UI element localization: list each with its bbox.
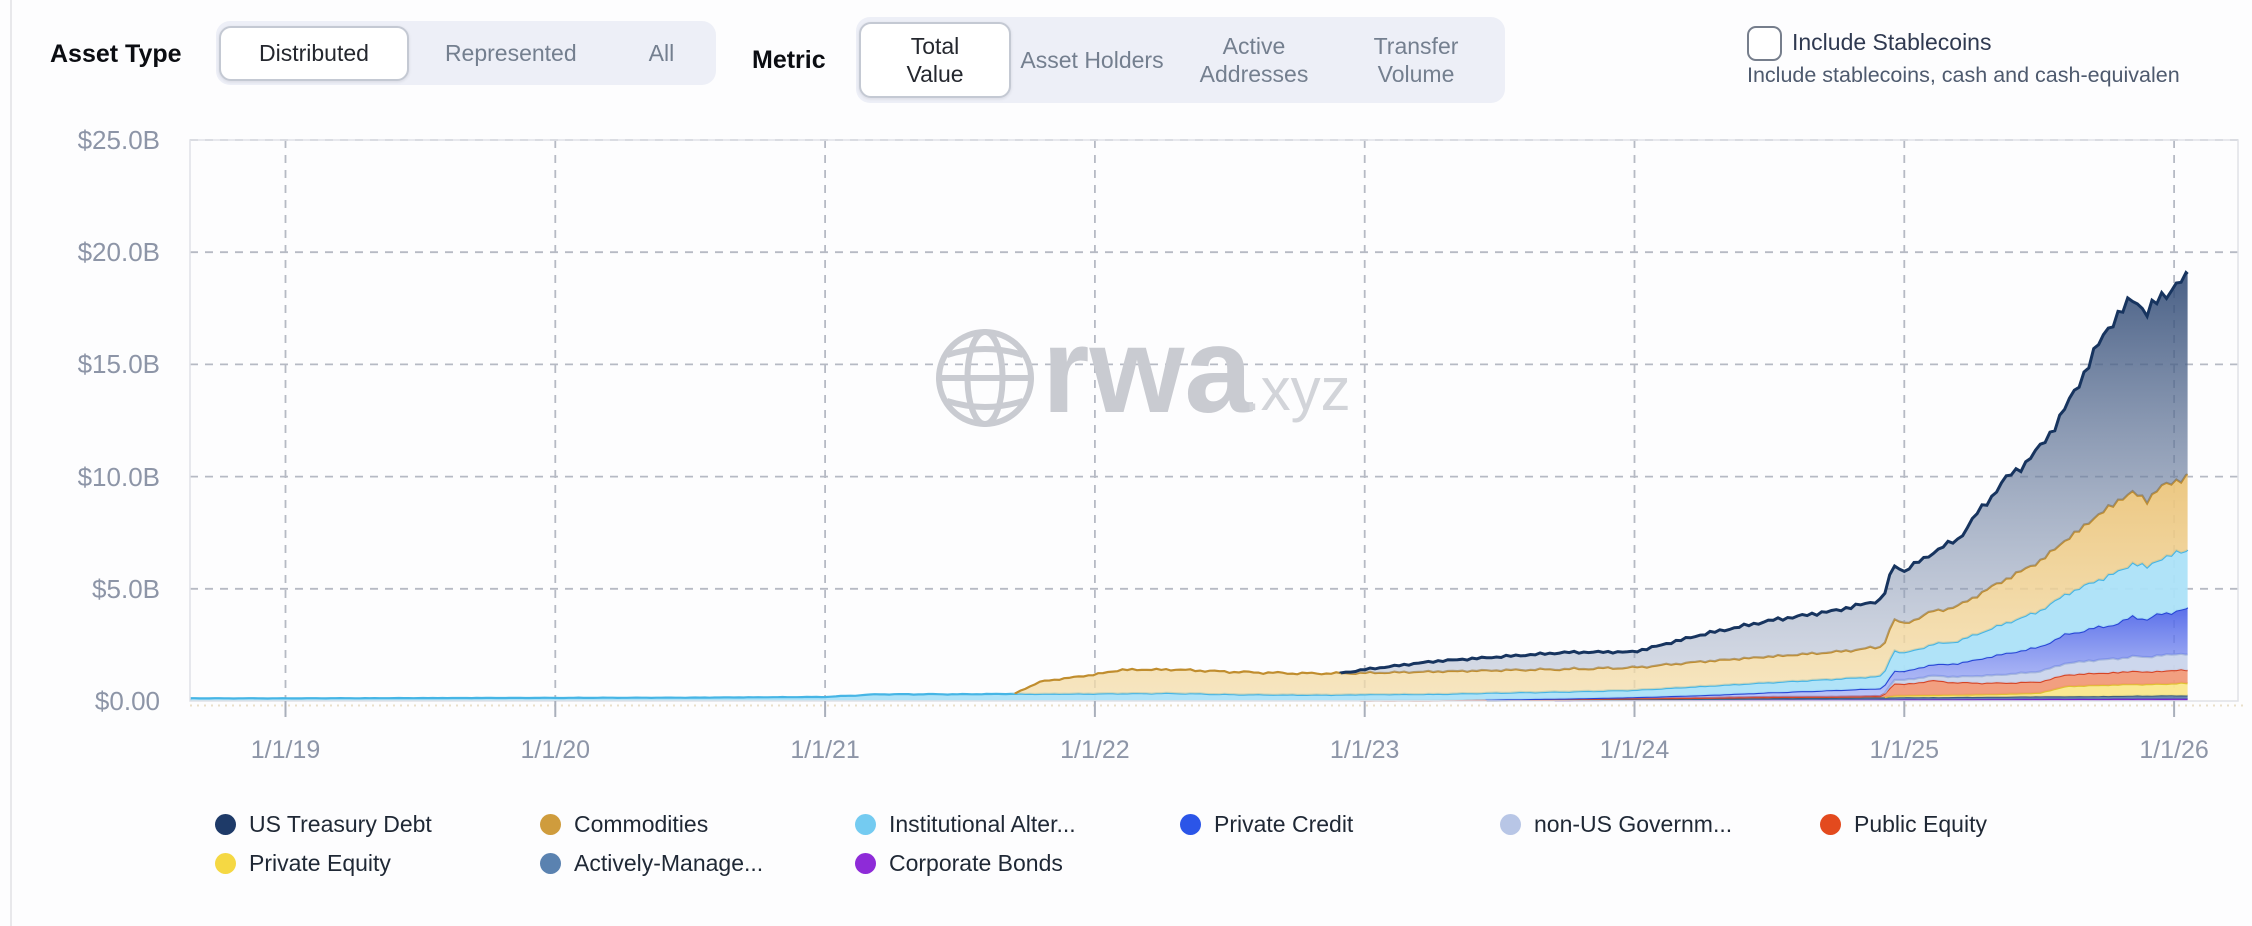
actively-manage-swatch	[540, 852, 561, 874]
x-axis-label: 1/1/25	[1869, 736, 1940, 764]
legend-label: Private Equity	[249, 849, 391, 876]
x-axis-label: 1/1/22	[1060, 736, 1130, 764]
svg-text:.xyz: .xyz	[1244, 356, 1351, 423]
legend-label: Actively-Manage...	[574, 849, 764, 876]
metric-option-active-addresses[interactable]: Active Addresses	[1199, 33, 1309, 87]
non-us-governm-swatch	[1500, 813, 1521, 835]
metric-option-asset-holders[interactable]: Asset Holders	[1020, 47, 1164, 73]
legend-item-corporate-bonds[interactable]: Corporate Bonds	[855, 849, 1063, 877]
legend-label: Public Equity	[1854, 810, 1987, 837]
include-stablecoins-label[interactable]: Include Stablecoins	[1792, 29, 1992, 55]
us-treasury-debt-swatch	[215, 813, 236, 835]
metric-segmented-control: Total Value Asset Holders Active Addresses…	[856, 17, 1505, 103]
public-equity-swatch	[1820, 813, 1841, 835]
legend-item-commodities[interactable]: Commodities	[540, 810, 708, 838]
y-axis-label: $25.0B	[77, 125, 160, 155]
asset-type-label: Asset Type	[50, 40, 182, 68]
private-credit-swatch	[1180, 813, 1201, 835]
legend-label: US Treasury Debt	[249, 810, 432, 837]
svg-text:rwa: rwa	[1042, 302, 1253, 438]
metric-option-total-value[interactable]: Total Value	[859, 22, 1011, 98]
legend-label: Corporate Bonds	[889, 849, 1063, 876]
legend-item-actively-manage[interactable]: Actively-Manage...	[540, 849, 763, 877]
x-axis-label: 1/1/20	[520, 736, 591, 764]
include-stablecoins-checkbox[interactable]	[1747, 26, 1782, 61]
legend-item-non-us-governm[interactable]: non-US Governm...	[1500, 810, 1732, 838]
y-axis-label: $15.0B	[77, 349, 160, 380]
corporate-bonds-swatch	[855, 852, 876, 874]
x-axis-label: 1/1/19	[250, 736, 321, 764]
y-axis-label: $5.0B	[92, 573, 160, 604]
y-axis-label: $20.0B	[77, 237, 160, 268]
x-axis-label: 1/1/26	[2139, 736, 2209, 764]
page-left-border	[10, 0, 12, 926]
legend-label: non-US Governm...	[1534, 810, 1733, 837]
metric-label: Metric	[752, 46, 826, 74]
institutional-alter-swatch	[855, 813, 876, 835]
legend-label: Private Credit	[1214, 810, 1354, 837]
legend-item-public-equity[interactable]: Public Equity	[1820, 810, 1987, 838]
private-equity-swatch	[215, 852, 236, 874]
legend-item-us-treasury-debt[interactable]: US Treasury Debt	[215, 810, 432, 838]
legend-item-private-equity[interactable]: Private Equity	[215, 849, 391, 877]
legend-item-private-credit[interactable]: Private Credit	[1180, 810, 1353, 838]
legend-label: Institutional Alter...	[889, 810, 1076, 837]
line-us-treasury-debt	[1339, 270, 2189, 675]
x-axis-label: 1/1/21	[790, 736, 860, 764]
x-axis-label: 1/1/23	[1329, 736, 1400, 764]
rwa-xyz-watermark	[936, 329, 1034, 427]
legend-item-institutional-alter[interactable]: Institutional Alter...	[855, 810, 1076, 838]
x-axis-label: 1/1/24	[1599, 736, 1670, 764]
asset-type-option-all[interactable]: All	[648, 39, 675, 66]
include-stablecoins-description: Include stablecoins, cash and cash-equiv…	[1747, 63, 2180, 87]
y-axis-label: $10.0B	[77, 461, 160, 492]
metric-option-transfer-volume[interactable]: Transfer Volume	[1373, 33, 1459, 87]
legend-label: Commodities	[574, 810, 709, 837]
asset-type-option-distributed[interactable]: Distributed	[219, 25, 409, 81]
asset-type-segmented-control: Distributed Represented All	[216, 21, 717, 85]
commodities-swatch	[540, 813, 561, 835]
asset-type-option-represented[interactable]: Represented	[444, 39, 577, 66]
y-axis-label: $0.00	[94, 686, 160, 716]
